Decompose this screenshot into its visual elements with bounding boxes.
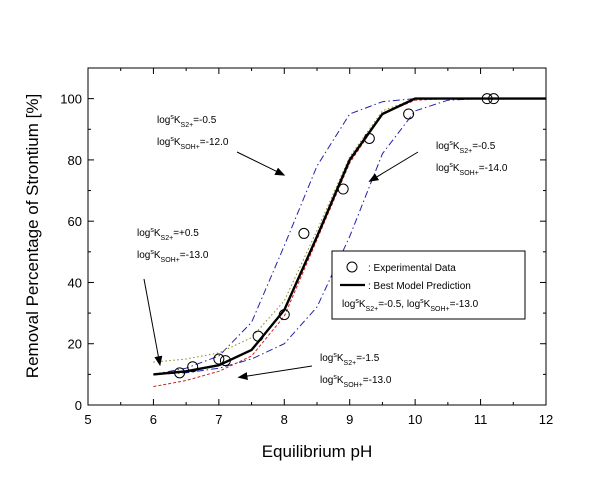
x-tick-label: 9	[346, 412, 353, 427]
annotation-a3-line2: logsKSOH+=-13.0	[137, 249, 209, 264]
annotation-a3-arrow	[143, 278, 163, 367]
x-axis-title: Equilibrium pH	[262, 442, 373, 461]
annotation-a2-line1: logsKS2+=-0.5	[436, 140, 496, 155]
experimental-point	[252, 330, 264, 342]
experimental-point	[298, 227, 310, 239]
x-tick-label: 10	[408, 412, 422, 427]
x-tick-label: 11	[474, 412, 488, 427]
x-axis-ticks: 5 6 7 8 9 10 11 12	[84, 68, 553, 427]
annotation-a4-arrow	[237, 365, 313, 380]
y-tick-label: 80	[68, 153, 82, 168]
annotation-a1: logsKS2+=-0.5 logsKSOH+=-12.0	[157, 114, 229, 151]
experimental-point	[278, 309, 290, 321]
legend-model-label: : Best Model Prediction	[368, 281, 471, 292]
annotation-a4-line2: logsKSOH+=-13.0	[320, 374, 392, 389]
annotation-a1-arrow	[236, 151, 286, 176]
y-axis-ticks: 0 20 40 60 80 100	[60, 67, 546, 413]
y-tick-label: 20	[68, 337, 82, 352]
sensitivity-line-4	[153, 98, 546, 363]
y-tick-label: 100	[60, 92, 82, 107]
experimental-point	[488, 93, 500, 105]
experimental-point	[174, 367, 186, 379]
x-tick-label: 12	[539, 412, 553, 427]
annotation-a4: logsKS2+=-1.5 logsKSOH+=-13.0	[320, 352, 392, 389]
y-tick-label: 60	[68, 214, 82, 229]
experimental-markers	[174, 93, 500, 379]
annotation-a2-arrow	[368, 151, 419, 182]
x-tick-label: 5	[84, 412, 91, 427]
legend-experimental-label: : Experimental Data	[368, 263, 456, 274]
x-tick-label: 6	[150, 412, 157, 427]
legend-experimental-marker	[346, 261, 358, 273]
experimental-point	[481, 93, 493, 105]
annotation-a3-line1: logsKS2+=+0.5	[137, 227, 199, 242]
y-tick-label: 40	[68, 275, 82, 290]
annotation-a4-line1: logsKS2+=-1.5	[320, 352, 380, 367]
experimental-point	[363, 132, 375, 144]
annotation-a2: logsKS2+=-0.5 logsKSOH+=-14.0	[436, 140, 508, 177]
best-model-line	[153, 97, 546, 376]
experimental-point	[187, 361, 199, 373]
legend: : Experimental Data : Best Model Predict…	[331, 250, 526, 320]
legend-params: logsKS2+=-0.5, logsKSOH+=-13.0	[342, 298, 479, 313]
y-axis-title: Removal Percentage of Strontium [%]	[23, 94, 42, 378]
annotation-a1-line2: logsKSOH+=-12.0	[157, 136, 229, 151]
experimental-point	[337, 183, 349, 195]
x-tick-label: 7	[215, 412, 222, 427]
y-tick-label: 0	[75, 398, 82, 413]
experimental-point	[403, 108, 415, 120]
x-tick-label: 8	[281, 412, 288, 427]
annotation-a1-line1: logsKS2+=-0.5	[157, 114, 217, 129]
experimental-point	[213, 353, 225, 365]
experimental-point	[219, 355, 231, 367]
annotation-a2-line2: logsKSOH+=-14.0	[436, 162, 508, 177]
annotation-a3: logsKS2+=+0.5 logsKSOH+=-13.0	[137, 227, 209, 264]
